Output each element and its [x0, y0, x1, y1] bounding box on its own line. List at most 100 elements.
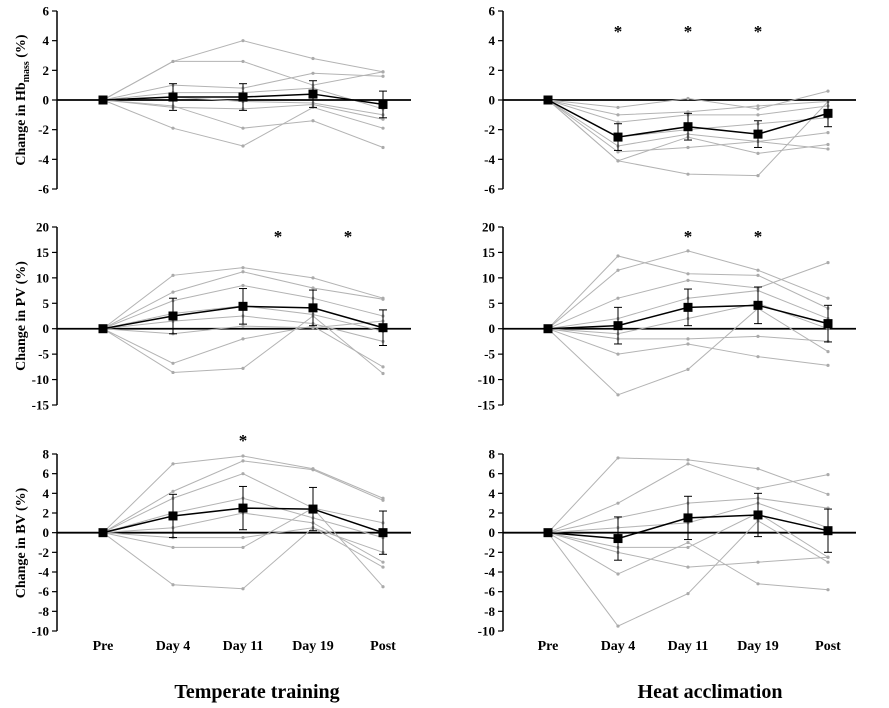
y-tick-label: 4 [489, 486, 496, 501]
mean-marker [683, 302, 693, 312]
individual-point [686, 110, 690, 114]
panel-tt-bv: -10 -8 -6 -4 -2 0 2 4 6 8 * Pre Day 4 Day 11 Day 19 Pos… [32, 431, 411, 654]
individual-point [756, 151, 760, 155]
individual-point [381, 297, 385, 301]
individual-point [241, 144, 245, 148]
y-tick-label: -4 [38, 565, 49, 580]
mean-marker [543, 324, 553, 334]
individual-point [756, 486, 760, 491]
individual-point [686, 272, 690, 276]
individual-point [171, 126, 175, 130]
significance-star: * [614, 22, 623, 41]
individual-point [686, 367, 690, 371]
individual-point [381, 560, 385, 564]
individual-point [381, 74, 385, 78]
individual-point [381, 117, 385, 121]
mean-marker [308, 303, 318, 313]
individual-point [616, 624, 620, 628]
individual-point [381, 145, 385, 150]
individual-point [616, 393, 620, 397]
y-tick-label: -5 [38, 347, 49, 362]
y-tick-label: 2 [489, 506, 496, 521]
individual-point [241, 587, 245, 591]
individual-point [241, 366, 245, 370]
y-tick-label: 6 [489, 4, 496, 19]
individual-point [171, 273, 175, 277]
mean-marker [238, 92, 248, 102]
individual-point [756, 560, 760, 564]
x-category-label: Day 19 [292, 639, 334, 654]
individual-point [686, 462, 690, 466]
y-tick-label: -10 [478, 624, 495, 639]
individual-point [686, 592, 690, 596]
y-tick-label: 15 [36, 245, 50, 260]
y-tick-label: 0 [489, 93, 496, 108]
mean-marker [168, 311, 178, 321]
individual-point [171, 290, 175, 294]
x-category-label: Pre [93, 639, 114, 654]
individual-point [616, 159, 620, 163]
mean-marker [613, 132, 623, 142]
individual-point [616, 456, 620, 460]
individual-point [241, 324, 245, 328]
y-tick-label: -6 [484, 584, 495, 599]
individual-point [686, 249, 690, 253]
y-tick-label: 6 [43, 4, 50, 19]
mean-marker [753, 129, 763, 139]
individual-point [826, 492, 830, 496]
mean-marker [543, 528, 553, 538]
panel-tt-hb: -6 -4 -2 0 2 4 6 [38, 4, 411, 197]
x-category-label: Post [815, 639, 841, 654]
y-tick-label: -2 [38, 545, 49, 560]
mean-marker [308, 504, 318, 514]
individual-point [171, 545, 175, 550]
y-tick-label: -10 [32, 624, 49, 639]
mean-marker [613, 534, 623, 544]
mean-marker [308, 89, 318, 99]
individual-point [686, 565, 690, 569]
individual-point [616, 254, 620, 258]
individual-point [241, 535, 245, 540]
y-tick-label: 8 [489, 447, 496, 462]
individual-point [686, 96, 690, 101]
individual-point [241, 472, 245, 476]
individual-point [381, 498, 385, 502]
y-tick-label: -5 [484, 347, 495, 362]
x-category-label: Day 4 [601, 639, 636, 654]
individual-point [826, 296, 830, 300]
individual-point [756, 273, 760, 277]
y-tick-label: 2 [489, 63, 496, 78]
y-tick-label: 5 [489, 296, 496, 311]
mean-marker [543, 95, 553, 105]
mean-marker [753, 300, 763, 310]
y-tick-label: 6 [489, 466, 496, 481]
individual-point [171, 489, 175, 493]
individual-point [616, 572, 620, 576]
y-tick-label: -15 [478, 398, 496, 413]
individual-point [686, 278, 690, 282]
y-tick-label: -4 [484, 152, 495, 167]
mean-marker [378, 323, 388, 333]
mean-marker [168, 92, 178, 102]
individual-point [826, 131, 830, 135]
mean-marker [683, 513, 693, 523]
individual-point [826, 588, 830, 592]
x-category-label: Day 4 [156, 639, 191, 654]
x-category-label: Post [370, 639, 396, 654]
individual-point [826, 560, 830, 564]
mean-marker [98, 95, 108, 105]
individual-point [381, 365, 385, 369]
significance-star: * [239, 431, 248, 450]
y-tick-label: 0 [489, 321, 496, 336]
individual-point [756, 174, 760, 178]
individual-point [826, 261, 830, 265]
significance-star: * [754, 22, 763, 41]
individual-point [241, 454, 245, 458]
ylabel-hbmass-prefix: Change in Hb [14, 82, 29, 165]
individual-point [311, 56, 315, 61]
y-tick-label: -2 [484, 122, 495, 137]
individual-point [826, 142, 830, 147]
y-tick-label: 4 [43, 486, 50, 501]
mean-marker [683, 122, 693, 132]
mean-marker [378, 528, 388, 538]
